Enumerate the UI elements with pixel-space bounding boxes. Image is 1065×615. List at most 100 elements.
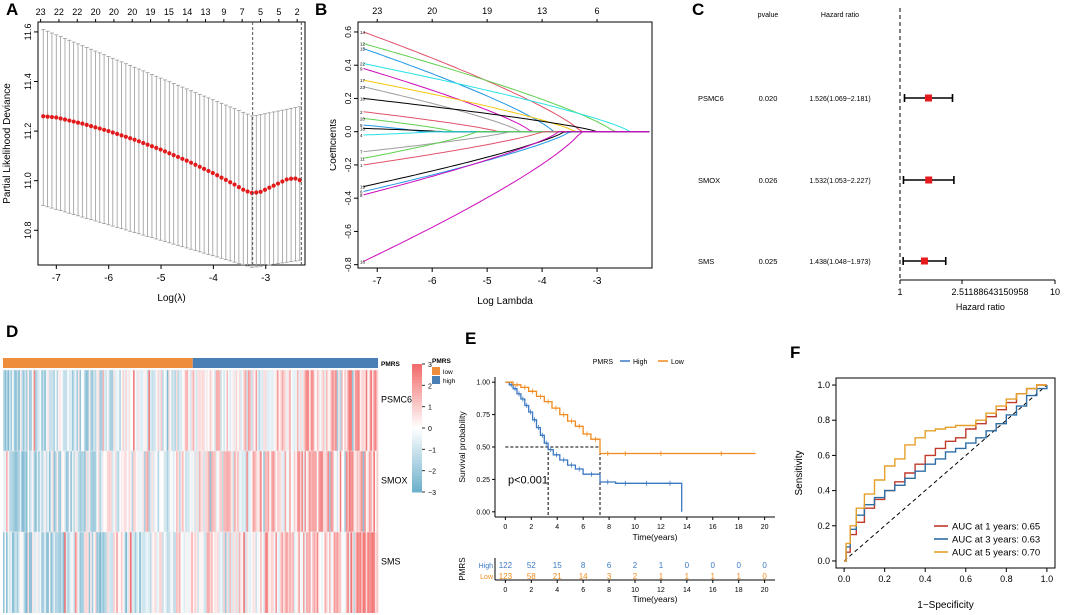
heatmap-cell [361, 451, 363, 532]
heatmap-cell [344, 451, 347, 532]
heatmap-cell [100, 451, 103, 532]
heatmap-cell [252, 370, 255, 451]
heatmap-cell [345, 370, 348, 451]
x-axis-label: Time(years) [632, 532, 677, 542]
heatmap-cell [44, 451, 47, 532]
y-tick-label: 0.0 [817, 556, 830, 566]
heatmap-cell [232, 532, 235, 613]
heatmap-cell [368, 451, 371, 532]
heatmap-cell [228, 370, 230, 451]
heatmap-cell [7, 451, 10, 532]
heatmap-cell [356, 370, 359, 451]
heatmap-cell [273, 370, 276, 451]
coefficient-label: 18 [360, 126, 366, 131]
legend-gradient-step [412, 408, 422, 413]
heatmap-cell [240, 451, 243, 532]
heatmap-cell [338, 370, 341, 451]
heatmap-cell [3, 451, 5, 532]
roc-curve [844, 384, 1047, 562]
heatmap-cell [280, 532, 282, 613]
y-tick-label: 0.50 [476, 445, 490, 452]
heatmap-cell [100, 370, 103, 451]
heatmap-cell [172, 532, 175, 613]
heatmap-cell [146, 370, 149, 451]
legend-tick-label: 2 [428, 383, 432, 390]
heatmap-cell [301, 532, 304, 613]
heatmap-cell [198, 370, 201, 451]
heatmap-cell [145, 370, 148, 451]
heatmap-cell [341, 532, 344, 613]
heatmap-cell [200, 532, 203, 613]
heatmap-cell [289, 532, 292, 613]
deviance-point [154, 145, 159, 151]
heatmap-cell [214, 370, 217, 451]
heatmap-cell [154, 370, 157, 451]
heatmap-cell [254, 370, 256, 451]
heatmap-cell [97, 532, 100, 613]
coefficient-path [363, 48, 650, 133]
heatmap-cell [133, 532, 135, 613]
top-tick-label: 9 [221, 7, 226, 17]
heatmap-cell [325, 451, 328, 532]
deviance-point [41, 114, 46, 119]
deviance-point [97, 126, 102, 131]
heatmap-cell [325, 532, 328, 613]
heatmap-cell [125, 370, 128, 451]
risk-row-label: Low [480, 574, 494, 581]
heatmap-cell [218, 370, 221, 451]
heatmap-cell [376, 451, 379, 532]
deviance-point [258, 189, 263, 194]
survival-curve [505, 381, 756, 455]
heatmap-cell [247, 532, 250, 613]
heatmap-cell [108, 451, 111, 532]
heatmap-cell [68, 370, 71, 451]
heatmap-cell [286, 532, 288, 613]
heatmap-cell [160, 532, 163, 613]
heatmap-cell [93, 370, 96, 451]
heatmap-cell [261, 370, 264, 451]
heatmap-cell [316, 370, 319, 451]
heatmap-cell [290, 370, 293, 451]
heatmap-cell [70, 451, 73, 532]
heatmap-cell [114, 532, 117, 613]
heatmap-cell [327, 451, 330, 532]
legend-title: PMRS [593, 359, 614, 366]
heatmap-cell [307, 532, 310, 613]
heatmap-cell [169, 532, 172, 613]
heatmap-cell [232, 370, 235, 451]
legend-gradient-step [412, 396, 422, 400]
heatmap-cell [194, 451, 197, 532]
x-tick-label: -5 [483, 276, 492, 287]
heatmap-cell [119, 370, 122, 451]
heatmap-cell [365, 451, 368, 532]
heatmap-cell [163, 451, 166, 532]
heatmap-cell [180, 451, 183, 532]
heatmap-cell [201, 451, 204, 532]
heatmap-cell [186, 370, 189, 451]
heatmap-cell [257, 532, 259, 613]
heatmap-cell [333, 370, 336, 451]
heatmap-cell [174, 532, 177, 613]
heatmap-cell [370, 370, 373, 451]
heatmap-cell [32, 370, 34, 451]
heatmap-cell [61, 532, 63, 613]
heatmap-cell [134, 532, 137, 613]
heatmap-cell [136, 370, 138, 451]
heatmap-cell [292, 370, 295, 451]
heatmap-cell [293, 370, 296, 451]
heatmap-cell [90, 532, 93, 613]
heatmap-cell [292, 451, 295, 532]
heatmap-cell [289, 451, 292, 532]
gene-label: SMS [698, 257, 714, 266]
heatmap-cell [209, 451, 212, 532]
heatmap-cell [25, 451, 28, 532]
heatmap-cell [38, 370, 41, 451]
legend-gradient-step [412, 437, 422, 442]
heatmap-cell [183, 451, 186, 532]
heatmap-cell [36, 451, 39, 532]
y-tick-label: 11.6 [23, 23, 33, 40]
heatmap-cell [61, 370, 63, 451]
heatmap-cell [55, 532, 57, 613]
risk-count: 0 [762, 572, 767, 581]
deviance-point [175, 154, 181, 160]
